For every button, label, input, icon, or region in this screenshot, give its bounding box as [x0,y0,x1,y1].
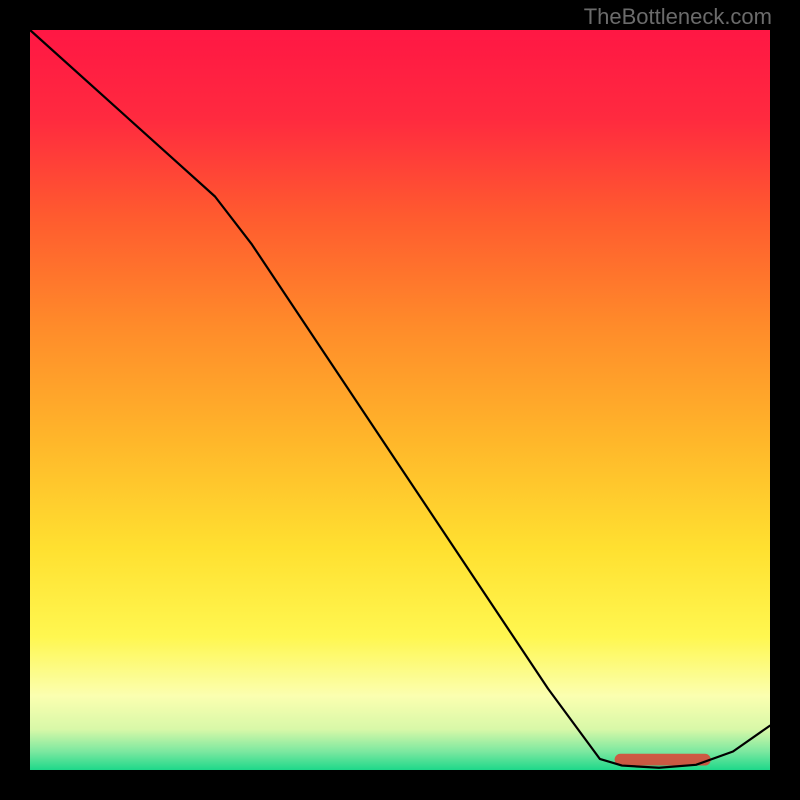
chart-svg [30,30,770,770]
bottleneck-curve [30,30,770,768]
chart-container: TheBottleneck.com [0,0,800,800]
watermark-text: TheBottleneck.com [584,4,772,30]
plot-area [30,30,770,770]
